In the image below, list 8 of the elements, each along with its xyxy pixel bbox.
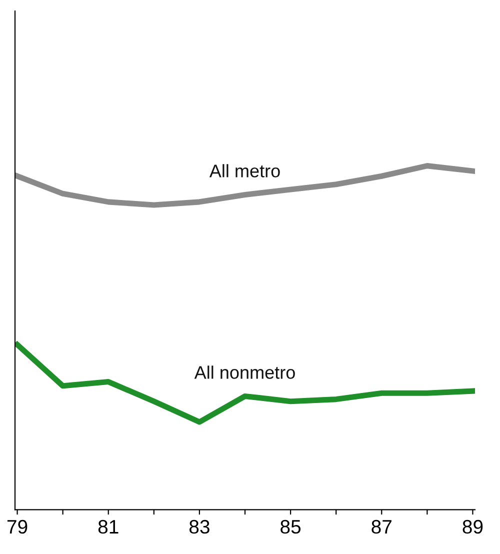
x-tick-label: 89 xyxy=(462,520,483,534)
series-label: All metro xyxy=(209,164,280,178)
x-tick-label: 81 xyxy=(98,520,118,534)
x-tick-label: 79 xyxy=(7,520,28,534)
x-tick-label: 83 xyxy=(189,520,210,534)
series-label: All nonmetro xyxy=(194,366,295,379)
x-tick-label: 87 xyxy=(372,520,392,534)
x-tick-label: 85 xyxy=(280,520,301,534)
